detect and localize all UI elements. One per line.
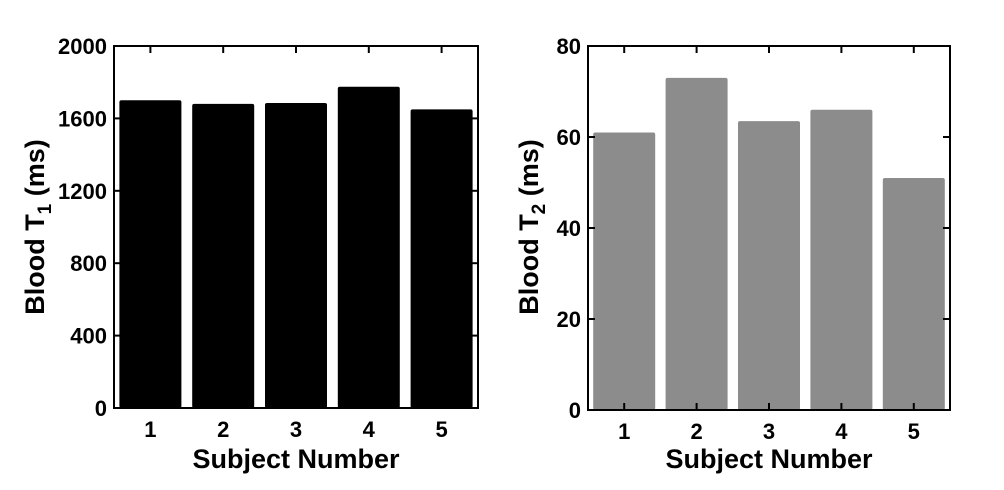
y-tick-label: 1200 [58, 179, 107, 204]
y-tick-label: 400 [70, 324, 107, 349]
y-tick-label: 1600 [58, 106, 107, 131]
x-tick-label: 1 [144, 417, 156, 442]
x-tick-label: 4 [363, 417, 376, 442]
x-tick-label: 3 [290, 417, 302, 442]
bar-subject-5 [410, 109, 473, 408]
bar-subject-2 [665, 77, 728, 410]
bar-subject-4 [337, 86, 400, 408]
x-tick-label: 3 [763, 419, 775, 444]
x-axis-title: Subject Number [665, 444, 873, 474]
bar-subject-1 [119, 100, 182, 409]
y-tick-label: 0 [569, 398, 581, 423]
chart-1: 0 400 800 1200 1600 2000 1 2 3 4 5 Subject Number Bl… [20, 34, 479, 474]
chart-2: 0 20 40 60 80 1 2 3 4 5 Subject Number Blood T2 (ms… [514, 34, 951, 474]
y-tick-label: 0 [95, 396, 107, 421]
y-tick-label: 20 [557, 307, 581, 332]
x-tick-label: 2 [690, 419, 702, 444]
x-tick-label: 5 [435, 417, 447, 442]
x-axis-title: Subject Number [192, 444, 400, 474]
y-tick-label: 80 [557, 34, 581, 59]
y-tick-label: 40 [557, 216, 581, 241]
y-tick-label: 800 [70, 251, 107, 276]
bar-subject-3 [265, 103, 327, 408]
y-tick-label: 60 [557, 125, 581, 150]
bar-subject-2 [192, 103, 255, 409]
bar-subject-1 [593, 132, 656, 410]
bar-subject-4 [810, 109, 873, 410]
x-tick-label: 5 [908, 419, 920, 444]
bar-subject-3 [738, 121, 800, 410]
x-tick-label: 4 [835, 419, 848, 444]
bar-subject-5 [882, 177, 945, 410]
x-tick-label: 1 [618, 419, 630, 444]
x-tick-label: 2 [217, 417, 229, 442]
y-axis-title: Blood T2 (ms) [514, 139, 550, 315]
y-axis-title: Blood T1 (ms) [20, 139, 56, 315]
y-tick-label: 2000 [58, 34, 107, 59]
